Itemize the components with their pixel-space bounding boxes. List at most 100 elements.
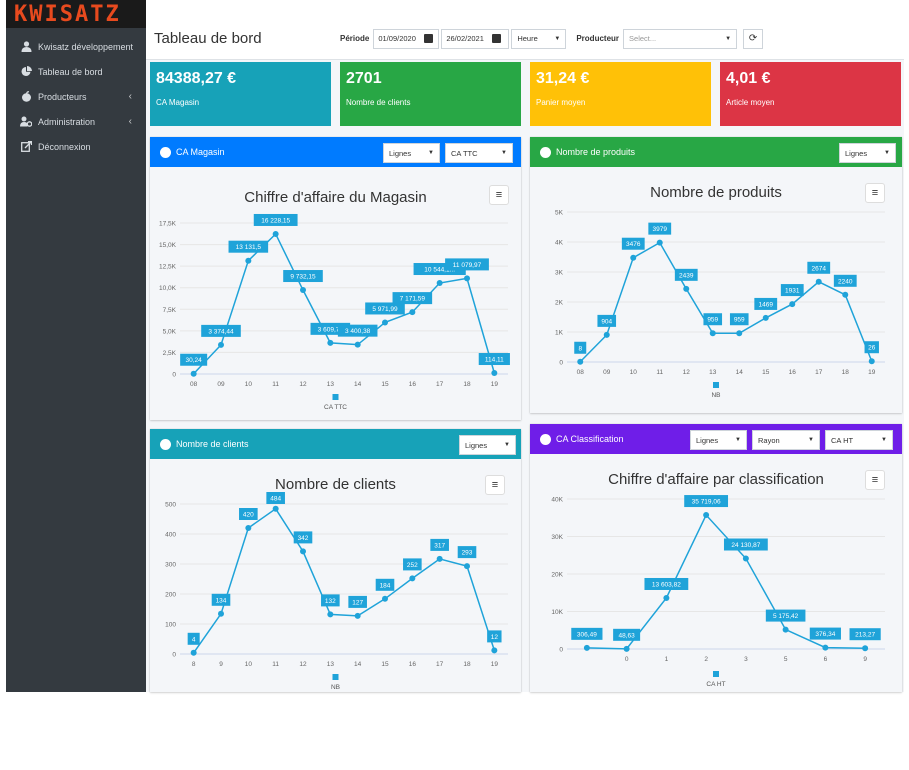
data-label: 26 [868,345,876,352]
x-tick-label: 0 [625,656,629,663]
menu-icon: ≡ [495,189,503,201]
sidebar-item-logout[interactable]: Déconnexion [6,134,146,159]
sidebar-item-producteurs[interactable]: Producteurs ‹ [6,84,146,109]
chart-title: Chiffre d'affaire par classification [608,471,824,488]
select-value: Lignes [465,440,488,450]
data-label-bg [375,578,395,591]
caret-down-icon: ▼ [808,437,814,443]
x-tick-label: 11 [272,381,279,388]
y-tick-label: 0 [559,647,563,654]
card-title: Nombre de clients [176,439,249,449]
data-point [842,291,849,298]
chart-type-select[interactable]: Lignes ▼ [383,143,440,163]
x-tick-label: 2 [704,656,708,663]
chart-menu-button[interactable]: ≡ [489,185,509,205]
data-label-bg [765,609,806,622]
chart-nb-clients: Nombre de clients 0 100 200 300 400 500 8 9 10 11 1… [165,476,508,691]
data-label-bg [228,240,269,253]
chart-menu-button[interactable]: ≡ [485,475,505,495]
data-label-bg [348,595,367,608]
data-label: 12 [491,634,499,641]
producteur-select[interactable]: Select... ▼ [623,28,738,49]
x-tick-label: 15 [381,661,389,668]
sidebar-item-label: Producteurs [38,91,87,102]
date-start-input[interactable]: 01/09/2020 [373,28,440,49]
data-point [782,626,789,633]
stat-value: 31,24 € [536,70,590,87]
calendar-icon[interactable] [491,34,501,43]
data-point [436,555,443,562]
data-label-bg [253,213,298,226]
chart-type-select[interactable]: Lignes ▼ [690,430,747,450]
y-tick-label: 400 [165,532,176,539]
data-label-bg [574,341,587,354]
stat-caption: Article moyen [726,98,775,107]
data-label: 306,49 [577,631,597,638]
chart-menu-button[interactable]: ≡ [865,470,885,490]
chart-ca-classification: Chiffre d'affaire par classification 0 10K… [551,471,885,688]
data-point [703,512,710,519]
data-label: 252 [407,562,418,569]
x-tick-label: 17 [815,369,823,376]
data-point [300,287,306,294]
y-tick-label: 17,5K [159,221,177,228]
y-tick-label: 0 [172,372,176,379]
pie-chart-icon [540,146,551,158]
metric-select[interactable]: CA HT ▼ [825,430,893,450]
x-tick-label: 18 [842,369,850,376]
menu-icon: ≡ [491,479,499,491]
stat-box-panier: 31,24 € Panier moyen [530,62,711,126]
date-end-input[interactable]: 26/02/2021 [441,28,510,49]
sidebar-item-user[interactable]: Kwisatz développement [6,34,146,59]
x-tick-label: 12 [683,369,691,376]
card-title: CA Magasin [176,147,225,157]
data-label: 3476 [626,241,641,248]
y-tick-label: 20K [551,572,563,579]
x-tick-label: 19 [868,369,876,376]
data-point [218,610,224,617]
data-point [822,644,829,651]
legend-label: CA TTC [324,404,347,411]
y-tick-label: 1K [555,330,564,337]
calendar-icon[interactable] [423,34,433,43]
sidebar-item-label: Kwisatz développement [38,41,134,52]
data-label: 420 [243,512,254,519]
data-point [464,275,470,282]
producteur-placeholder: Select... [629,34,657,43]
data-label: 959 [734,317,745,324]
x-tick-label: 18 [463,661,471,668]
data-label-bg [187,632,200,645]
chart-title: Nombre de produits [650,184,782,201]
data-label: 959 [707,317,718,324]
chart-type-select[interactable]: Lignes ▼ [459,435,516,455]
metric-select[interactable]: CA TTC ▼ [445,143,513,163]
data-label: 3979 [653,226,668,233]
data-point [464,563,470,570]
granularity-select[interactable]: Heure ▼ [511,28,567,49]
data-label: 213,27 [855,632,875,639]
data-point [630,254,637,261]
data-label-bg [807,261,831,274]
sidebar-item-dashboard[interactable]: Tableau de bord [6,59,146,84]
chart-type-select[interactable]: Lignes ▼ [839,143,896,163]
x-tick-label: 18 [463,381,471,388]
stat-value: 2701 [346,70,382,87]
card-header: CA Magasin Lignes ▼ CA TTC ▼ [150,137,521,167]
chart-title: Nombre de clients [275,476,396,493]
refresh-button[interactable]: ⟳ [743,28,764,49]
chart-menu-button[interactable]: ≡ [865,183,885,203]
data-point [354,612,361,619]
data-point [327,611,334,618]
group-select[interactable]: Rayon ▼ [752,430,820,450]
refresh-icon: ⟳ [748,33,758,44]
brand-logo[interactable]: KWISATZ [6,0,146,28]
data-label: 16 228,15 [261,217,290,224]
data-point [663,594,670,601]
data-point [762,314,769,321]
x-tick-label: 13 [709,369,717,376]
data-label: 904 [601,318,612,325]
sidebar-item-administration[interactable]: Administration ‹ [6,109,146,134]
stat-box-ca: 84388,27 € CA Magasin [150,62,331,126]
x-tick-label: 14 [354,381,362,388]
data-label-bg [239,508,258,520]
